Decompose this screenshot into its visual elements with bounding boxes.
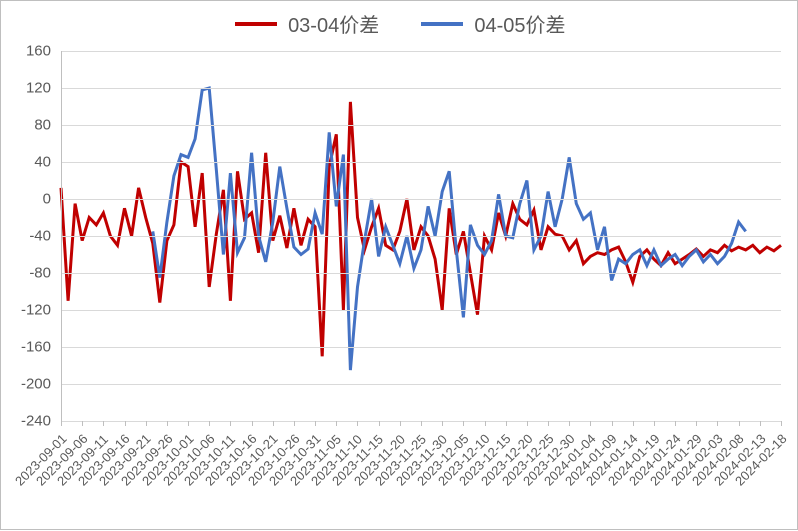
legend-swatch-0 xyxy=(235,22,277,26)
y-tick-label: 40 xyxy=(1,154,51,171)
y-tick-label: 120 xyxy=(1,80,51,97)
series-line-0 xyxy=(61,102,781,356)
y-tick-label: -200 xyxy=(1,376,51,393)
legend-label-1: 04-05价差 xyxy=(474,15,565,37)
chart-legend: 03-04价差 04-05价差 xyxy=(1,9,798,38)
series-line-1 xyxy=(153,88,781,370)
y-tick-label: 0 xyxy=(1,191,51,208)
plot-area xyxy=(61,51,781,421)
legend-item-0: 03-04价差 xyxy=(235,9,380,38)
legend-swatch-1 xyxy=(421,22,463,26)
legend-label-0: 03-04价差 xyxy=(288,15,379,37)
y-tick-label: -240 xyxy=(1,413,51,430)
x-axis-labels: 2023-09-012023-09-062023-09-112023-09-16… xyxy=(61,423,781,531)
legend-item-1: 04-05价差 xyxy=(421,9,566,38)
y-tick-label: 80 xyxy=(1,117,51,134)
y-tick-label: 160 xyxy=(1,43,51,60)
y-tick-label: -120 xyxy=(1,302,51,319)
y-tick-label: -40 xyxy=(1,228,51,245)
price-spread-chart: 03-04价差 04-05价差 -240-200-160-120-80-4004… xyxy=(0,0,798,530)
y-tick-label: -80 xyxy=(1,265,51,282)
y-tick-label: -160 xyxy=(1,339,51,356)
